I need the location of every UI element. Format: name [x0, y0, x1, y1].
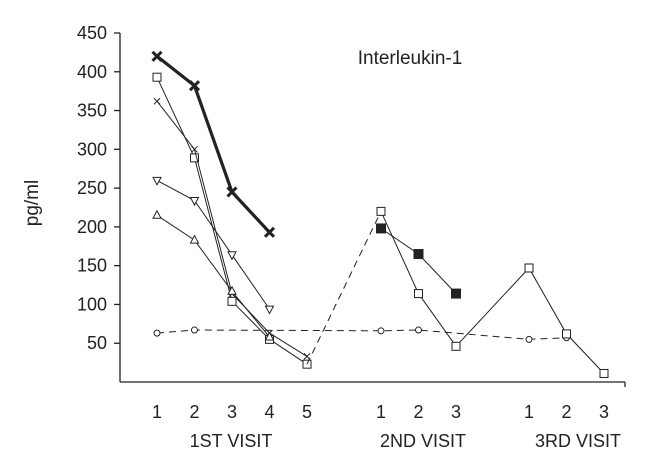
- data-point: [191, 326, 198, 334]
- data-point: [415, 326, 422, 334]
- series-line: [306, 211, 382, 365]
- data-point: [376, 223, 386, 234]
- series: [376, 206, 609, 378]
- y-tick-label: 350: [77, 101, 107, 121]
- y-tick-label: 300: [77, 139, 107, 159]
- y-tick-label: 200: [77, 217, 107, 237]
- x-group-label: 2ND VISIT: [380, 431, 466, 451]
- series-line: [156, 76, 308, 365]
- data-point: [190, 153, 199, 163]
- x-group-label: 1ST VISIT: [190, 431, 273, 451]
- data-point: [227, 285, 237, 295]
- data-point: [263, 226, 276, 238]
- data-point: [562, 329, 571, 339]
- series-layer: [151, 50, 609, 378]
- data-point: [303, 353, 311, 360]
- y-tick-label: 50: [87, 333, 107, 353]
- x-tick-label: 2: [189, 402, 199, 422]
- series-line: [156, 55, 271, 234]
- series-line: [156, 179, 270, 310]
- series: [376, 223, 461, 299]
- data-point: [599, 368, 609, 378]
- data-point: [451, 341, 461, 351]
- y-tick-label: 100: [77, 294, 107, 314]
- x-tick-label: 1: [152, 402, 162, 422]
- y-tick-label: 400: [77, 62, 107, 82]
- series: [153, 326, 570, 343]
- x-tick-label: 2: [561, 402, 571, 422]
- x-tick-label: 5: [302, 402, 312, 422]
- data-point: [227, 251, 237, 261]
- data-point: [524, 263, 534, 273]
- data-point: [188, 80, 201, 92]
- data-point: [151, 50, 163, 62]
- y-tick-label: 150: [77, 256, 107, 276]
- series-line: [380, 227, 457, 294]
- data-point: [226, 186, 238, 198]
- x-tick-label: 4: [264, 402, 274, 422]
- series: [152, 176, 275, 315]
- data-point: [189, 197, 200, 207]
- data-point: [377, 327, 385, 335]
- x-axis: 1 2 3 4 5 1ST VISIT 1 2 3 2ND VISIT 1 2 3 3RD VISIT: [120, 381, 626, 451]
- data-point: [525, 335, 533, 343]
- data-point: [189, 234, 200, 244]
- x-tick-label: 2: [413, 402, 423, 422]
- x-tick-label: 3: [227, 402, 237, 422]
- series: [152, 209, 275, 341]
- x-tick-label: 1: [524, 402, 534, 422]
- x-tick-label: 3: [451, 402, 461, 422]
- data-point: [413, 249, 424, 260]
- data-point: [153, 97, 161, 105]
- x-tick-label: 1: [376, 402, 386, 422]
- series-line: [156, 329, 567, 340]
- series: [151, 50, 276, 238]
- series-line: [156, 214, 270, 338]
- data-point: [264, 331, 275, 341]
- series-line: [156, 100, 308, 357]
- y-tick-label: 450: [77, 23, 107, 43]
- series: [152, 72, 312, 369]
- data-point: [264, 305, 275, 315]
- data-point: [152, 72, 162, 82]
- y-axis: 50 100 150 200 250 300 350 400 450: [77, 23, 121, 382]
- chart-title: Interleukin-1: [358, 48, 463, 69]
- data-point: [376, 206, 386, 216]
- data-point: [451, 288, 461, 299]
- y-axis-label: pg/ml: [22, 180, 43, 226]
- data-point: [191, 145, 198, 153]
- data-point: [414, 289, 423, 299]
- x-tick-label: 3: [599, 402, 609, 422]
- x-group-label: 3RD VISIT: [535, 431, 621, 451]
- y-tick-label: 250: [77, 178, 107, 198]
- data-point: [153, 329, 161, 337]
- data-point: [227, 296, 237, 306]
- series-line: [380, 211, 605, 374]
- data-point: [152, 176, 162, 186]
- data-point: [152, 209, 162, 219]
- series: [306, 211, 382, 365]
